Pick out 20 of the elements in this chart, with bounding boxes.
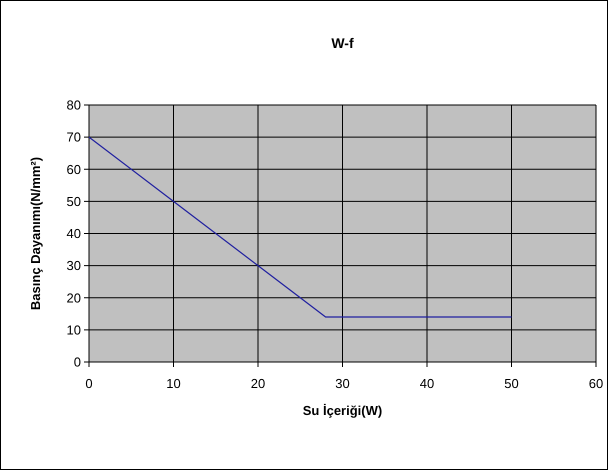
y-tick-label: 80: [66, 98, 81, 113]
x-axis-title: Su İçeriği(W): [302, 403, 382, 418]
y-tick-label: 0: [74, 354, 81, 370]
x-tick-label: 40: [420, 376, 434, 391]
x-tick-label: 50: [504, 376, 519, 391]
y-tick-label: 50: [66, 194, 81, 209]
x-tick-label: 0: [85, 376, 93, 391]
y-axis-title: Basınç Dayanımı(N/mm²): [28, 156, 43, 310]
x-tick-label: 30: [335, 376, 350, 391]
y-tick-label: 20: [66, 290, 81, 306]
x-tick-label: 60: [588, 376, 604, 391]
y-tick-label: 60: [66, 162, 81, 177]
y-tick-label: 40: [66, 226, 81, 242]
y-tick-label: 30: [66, 258, 81, 274]
y-tick-label: 10: [66, 322, 81, 338]
chart-title: W-f: [331, 35, 354, 51]
x-tick-label: 20: [250, 376, 266, 391]
line-series: [88, 136, 512, 318]
y-tick-label: 70: [66, 130, 81, 145]
x-tick-label: 10: [166, 376, 181, 391]
